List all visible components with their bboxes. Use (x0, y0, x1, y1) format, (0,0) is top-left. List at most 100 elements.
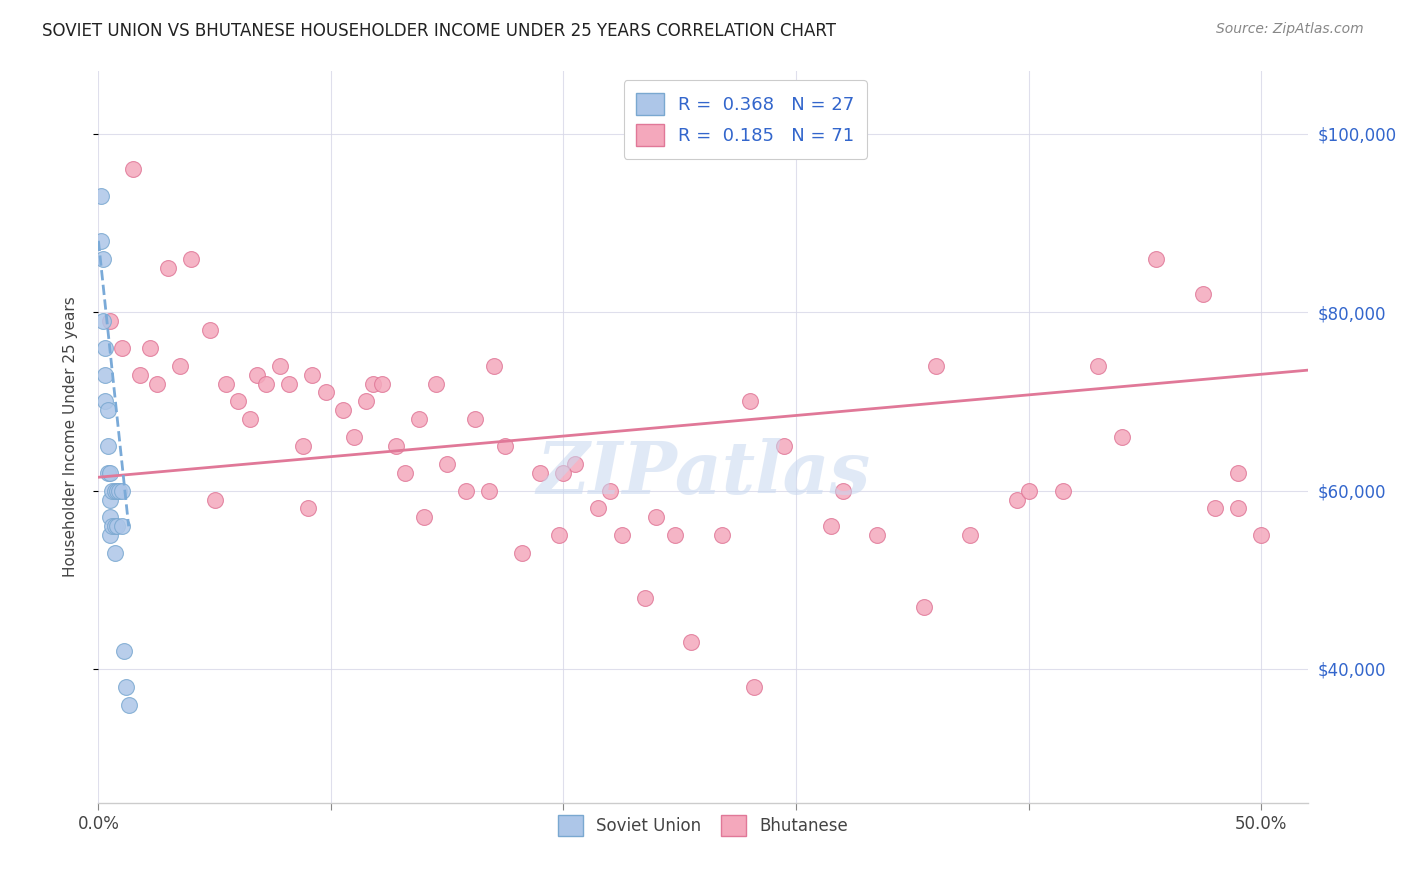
Point (681, 635, 703, 649)
Point (180, 252, 202, 266)
Point (301, 368, 323, 382)
Point (269, 359, 291, 373)
Point (547, 528, 569, 542)
Point (111, 483, 134, 498)
Point (115, 680, 138, 694)
Text: SOVIET UNION VS BHUTANESE HOUSEHOLDER INCOME UNDER 25 YEARS CORRELATION CHART: SOVIET UNION VS BHUTANESE HOUSEHOLDER IN… (42, 22, 837, 40)
Point (101, 483, 124, 498)
Point (494, 439, 516, 453)
Point (1052, 483, 1074, 498)
Point (1250, 528, 1272, 542)
Point (129, 368, 152, 382)
Point (215, 376, 238, 391)
Point (454, 483, 477, 498)
Point (122, 162, 145, 177)
Point (710, 528, 733, 542)
Point (394, 466, 416, 480)
Point (245, 368, 267, 382)
Point (292, 439, 315, 453)
Point (254, 376, 277, 391)
Point (1018, 483, 1040, 498)
Point (98, 528, 121, 542)
Point (315, 385, 337, 400)
Point (111, 519, 134, 533)
Point (97, 403, 120, 417)
Point (108, 483, 131, 498)
Point (553, 466, 575, 480)
Point (610, 528, 633, 542)
Point (118, 698, 141, 712)
Point (924, 359, 946, 373)
Point (97, 439, 120, 453)
Point (98, 492, 121, 507)
Point (105, 519, 128, 533)
Point (529, 466, 551, 480)
Point (510, 546, 533, 560)
Point (1226, 466, 1249, 480)
Point (773, 439, 796, 453)
Point (1226, 501, 1249, 516)
Point (425, 376, 447, 391)
Point (436, 457, 458, 471)
Point (138, 341, 160, 355)
Point (145, 376, 167, 391)
Point (297, 501, 319, 516)
Point (408, 412, 430, 426)
Point (464, 412, 486, 426)
Point (564, 457, 586, 471)
Point (1146, 252, 1168, 266)
Point (1087, 359, 1109, 373)
Point (278, 376, 301, 391)
Point (831, 483, 853, 498)
Legend: Soviet Union, Bhutanese: Soviet Union, Bhutanese (548, 805, 858, 846)
Point (90, 189, 112, 203)
Point (1111, 430, 1133, 444)
Point (91, 252, 114, 266)
Point (866, 528, 889, 542)
Point (98, 466, 121, 480)
Point (912, 599, 935, 614)
Point (97, 466, 120, 480)
Point (645, 510, 668, 524)
Point (354, 394, 377, 409)
Point (94, 394, 117, 409)
Point (664, 528, 686, 542)
Point (1192, 287, 1215, 301)
Point (91, 314, 114, 328)
Point (385, 439, 408, 453)
Point (157, 260, 180, 275)
Point (239, 412, 262, 426)
Point (90, 234, 112, 248)
Point (959, 528, 981, 542)
Point (204, 492, 226, 507)
Point (104, 546, 127, 560)
Point (1005, 492, 1028, 507)
Point (101, 519, 124, 533)
Text: Source: ZipAtlas.com: Source: ZipAtlas.com (1216, 22, 1364, 37)
Point (104, 519, 127, 533)
Point (478, 483, 501, 498)
Point (94, 341, 117, 355)
Text: ZIPatlas: ZIPatlas (536, 438, 870, 509)
Point (1204, 501, 1226, 516)
Point (588, 501, 610, 516)
Point (332, 403, 354, 417)
Point (599, 483, 621, 498)
Y-axis label: Householder Income Under 25 years: Householder Income Under 25 years (63, 297, 77, 577)
Point (738, 394, 761, 409)
Point (198, 323, 221, 337)
Point (482, 359, 505, 373)
Point (371, 376, 394, 391)
Point (98, 510, 121, 524)
Point (742, 680, 765, 694)
Point (98, 314, 121, 328)
Point (169, 359, 191, 373)
Point (105, 483, 128, 498)
Point (413, 510, 436, 524)
Point (226, 394, 249, 409)
Point (343, 430, 366, 444)
Point (111, 341, 134, 355)
Point (634, 591, 657, 605)
Point (104, 483, 127, 498)
Point (112, 644, 135, 658)
